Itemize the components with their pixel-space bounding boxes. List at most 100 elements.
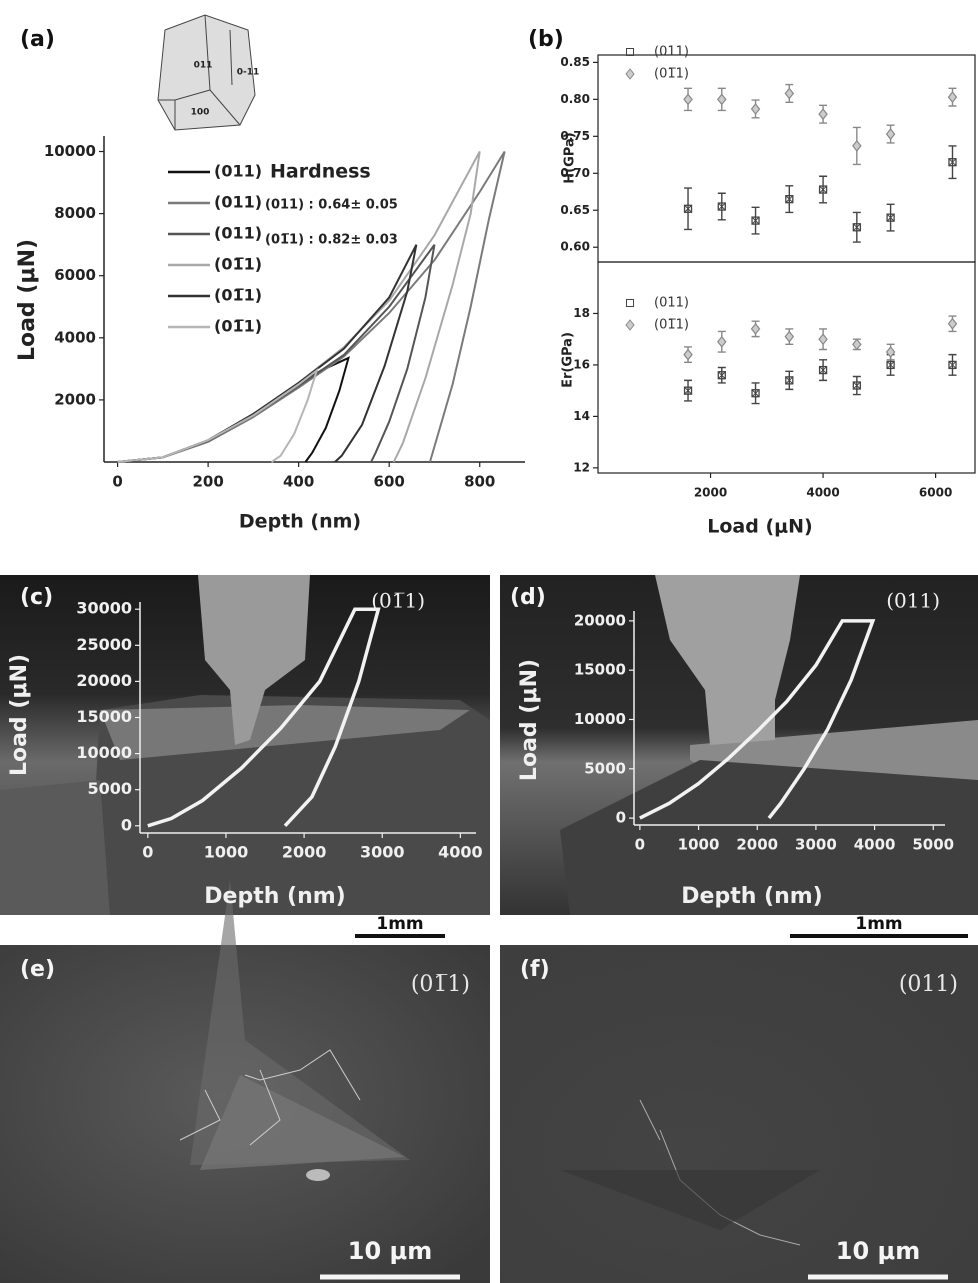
marker — [886, 213, 895, 222]
marker-box — [785, 376, 794, 385]
marker — [947, 317, 958, 330]
marker-box — [683, 204, 693, 213]
y-tick-label: 20000 — [574, 611, 626, 629]
load-curve — [117, 367, 319, 463]
crystal-sketch — [157, 14, 256, 131]
legend-label: (011) — [654, 296, 689, 311]
panel-label: (c) — [20, 585, 53, 610]
marker — [947, 91, 958, 104]
marker — [717, 93, 727, 106]
x-tick-label: 3000 — [795, 836, 837, 854]
x-axis-label: Load (μN) — [707, 516, 812, 538]
marker-cross — [887, 214, 894, 221]
y-tick-label: 0.75 — [560, 129, 590, 143]
marker-cross — [853, 223, 861, 231]
plot-frame — [597, 261, 976, 474]
y-tick-label: 10000 — [44, 142, 96, 160]
corner-label: (011) — [886, 589, 940, 613]
marker-cross — [785, 195, 793, 203]
marker-cross — [718, 203, 726, 210]
x-tick-label: 400 — [283, 473, 314, 491]
legend-swatch — [626, 48, 634, 56]
marker-cross — [949, 158, 956, 166]
legend-label: (011) — [214, 193, 262, 212]
marker-cross — [718, 371, 726, 379]
y-tick-label: 5000 — [584, 759, 626, 777]
x-tick-label: 0 — [635, 836, 645, 854]
annotation: Hardness — [270, 161, 371, 183]
marker-cross — [684, 205, 692, 213]
y-tick-label: 14 — [573, 409, 590, 423]
marker-cross — [819, 186, 827, 193]
sem-image-e — [0, 880, 490, 1283]
marker — [717, 371, 726, 380]
y-tick-label: 0 — [616, 809, 626, 827]
marker-box — [948, 360, 957, 370]
marker — [784, 330, 795, 343]
x-tick-label: 4000 — [854, 836, 896, 854]
crystal-face-label: 0-11 — [237, 68, 260, 78]
y-tick-label: 0.70 — [560, 166, 590, 180]
legend-label: (01̅1) — [214, 255, 262, 274]
legend-label: (01̅1) — [214, 317, 262, 336]
marker-cross — [819, 366, 827, 374]
crystal-face-label: 011 — [194, 61, 213, 71]
y-tick-label: 25000 — [76, 635, 132, 654]
x-tick-label: 1000 — [678, 836, 720, 854]
marker — [852, 338, 862, 351]
y-tick-label: 2000 — [54, 390, 96, 408]
marker — [785, 376, 794, 385]
y-tick-label: 10000 — [76, 743, 132, 762]
sem-image-c — [0, 575, 490, 915]
legend-label: (01̅1) — [214, 286, 262, 305]
legend-label: (011) — [214, 224, 262, 243]
marker-box — [886, 213, 895, 222]
marker — [751, 389, 760, 398]
marker-box — [852, 223, 861, 232]
marker — [885, 346, 896, 359]
marker-box — [751, 389, 760, 398]
x-tick-label: 2000 — [282, 843, 327, 862]
load-curve — [117, 244, 436, 463]
load-curve — [147, 607, 381, 828]
x-axis-label: Depth (nm) — [204, 884, 345, 909]
marker-box — [948, 158, 957, 167]
marker — [683, 348, 693, 361]
marker — [683, 204, 693, 213]
y-tick-label: 0.65 — [560, 203, 590, 217]
marker-box — [818, 365, 828, 375]
corner-label: (01̅1) — [411, 972, 470, 997]
marker-cross — [785, 377, 793, 384]
marker-box — [818, 185, 828, 194]
annotation: (01̅1) : 0.82± 0.03 — [265, 233, 398, 248]
y-tick-label: 0.80 — [560, 92, 590, 106]
panel-label: (f) — [520, 957, 550, 982]
marker — [784, 87, 795, 100]
y-axis-label: Load (μN) — [15, 239, 40, 361]
marker — [750, 322, 761, 335]
x-tick-label: 200 — [192, 473, 223, 491]
marker-box — [717, 371, 726, 380]
marker-box — [717, 202, 726, 211]
plot-frame — [597, 54, 976, 263]
scale-bar-label: 10 μm — [348, 1237, 432, 1265]
marker-box — [785, 195, 794, 204]
marker-box — [683, 386, 693, 395]
marker-box — [852, 381, 861, 390]
marker-cross — [752, 389, 759, 397]
corner-label: (011) — [899, 972, 958, 997]
y-axis-label: Load (μN) — [517, 659, 542, 781]
x-tick-label: 3000 — [360, 843, 405, 862]
marker-cross — [684, 387, 692, 395]
y-axis-label: H(GPa) — [563, 132, 578, 183]
y-tick-label: 6000 — [54, 266, 96, 284]
marker — [785, 195, 794, 204]
panel-label: (a) — [20, 27, 55, 52]
marker — [852, 139, 862, 152]
marker — [852, 223, 861, 232]
x-tick-label: 800 — [464, 473, 495, 491]
y-axis-label: Er(GPa) — [561, 332, 576, 388]
marker — [948, 158, 957, 167]
marker — [886, 360, 895, 370]
